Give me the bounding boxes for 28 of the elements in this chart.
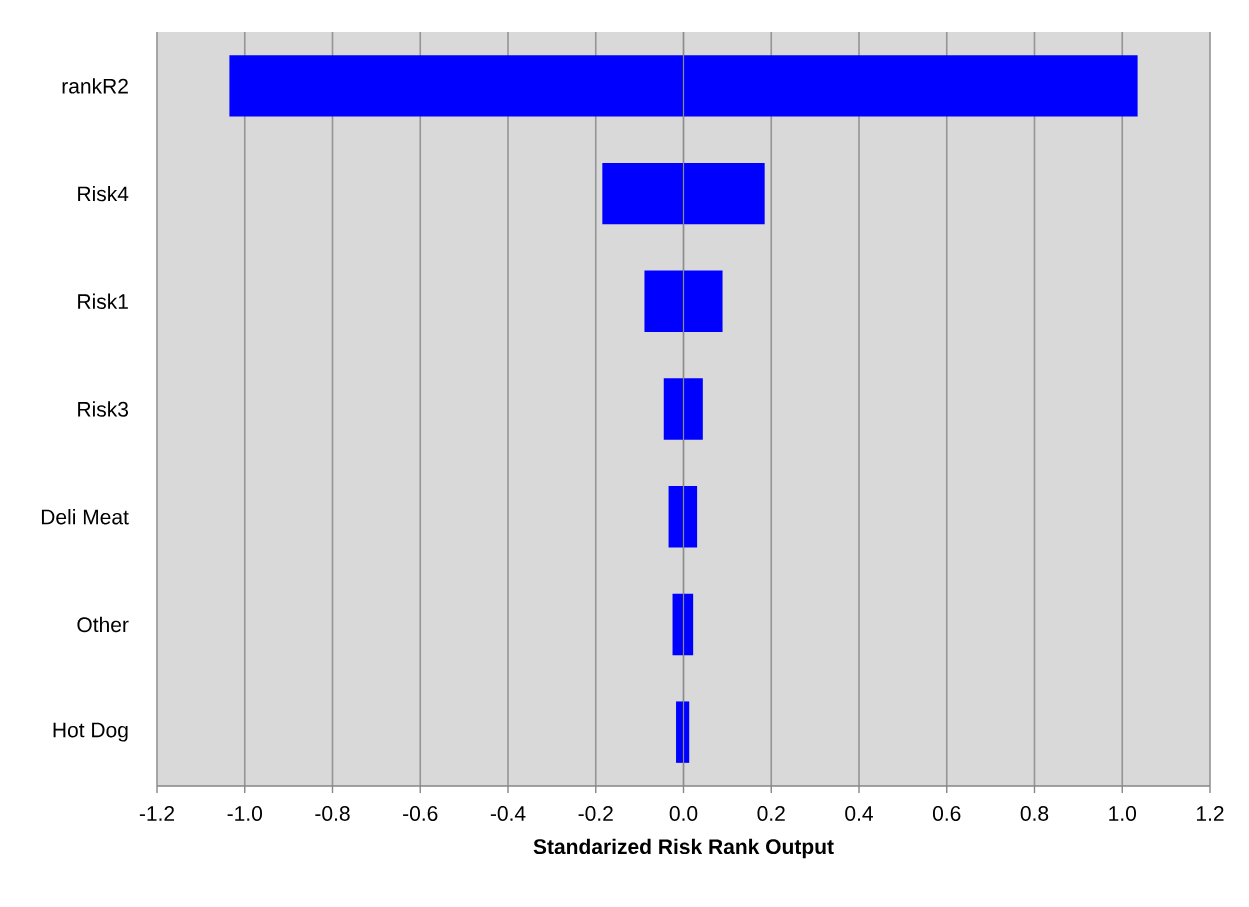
- bar: [644, 270, 723, 332]
- x-tick-label: -0.8: [315, 806, 350, 821]
- bar: [602, 162, 765, 225]
- x-tick-label: -1.0: [227, 806, 263, 821]
- y-tick-label: Risk1: [78, 293, 128, 310]
- y-tick-label: rankR2: [62, 78, 128, 94]
- y-tick-label: Risk4: [78, 185, 129, 202]
- x-tick-label: -0.2: [578, 806, 613, 821]
- y-tick-label: Risk3: [78, 401, 129, 417]
- y-tick-label: Hot Dog: [53, 722, 128, 742]
- x-tick-label: 0.0: [669, 806, 698, 821]
- y-tick-label: Deli Meat: [41, 509, 129, 525]
- bar: [668, 486, 698, 548]
- x-axis-title: Standarized Risk Rank Output: [533, 838, 834, 859]
- x-tick-label: 0.2: [757, 806, 785, 821]
- bar: [676, 701, 690, 763]
- x-tick-label: 0.4: [845, 806, 873, 821]
- x-tick-label: 1.2: [1197, 806, 1224, 821]
- x-tick-label: -0.4: [490, 806, 526, 821]
- x-tick-label: -0.6: [403, 806, 438, 821]
- x-tick-label: 0.8: [1020, 806, 1049, 821]
- x-tick-label: -1.2: [139, 806, 175, 821]
- x-tick-label: 1.0: [1109, 806, 1137, 821]
- x-tick-label: 0.6: [932, 806, 961, 821]
- bar: [672, 593, 694, 656]
- bar: [229, 55, 1138, 117]
- y-tick-label: Other: [77, 616, 129, 633]
- bar: [663, 378, 703, 440]
